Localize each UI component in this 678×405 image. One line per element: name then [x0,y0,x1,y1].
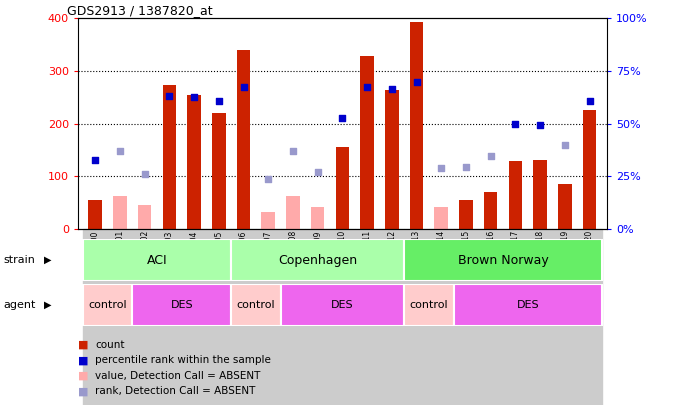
Bar [429,229,454,405]
Point [337,115,348,122]
Point [559,141,570,148]
Point [386,86,397,93]
Bar [132,284,231,326]
Text: ■: ■ [78,371,88,381]
Bar [207,229,231,405]
Bar [478,229,503,405]
Text: agent: agent [3,300,36,310]
Bar [83,229,108,405]
Bar [163,85,176,229]
Point [436,165,447,172]
Bar [262,212,275,229]
Text: DES: DES [170,300,193,310]
Bar [454,229,478,405]
Bar [336,147,349,229]
Text: GDS2913 / 1387820_at: GDS2913 / 1387820_at [67,4,213,17]
Bar [404,239,602,281]
Point [263,176,274,182]
Text: control: control [410,300,448,310]
Bar [231,239,404,281]
Bar [404,229,429,405]
Text: value, Detection Call = ABSENT: value, Detection Call = ABSENT [95,371,260,381]
Bar [484,192,498,229]
Bar [182,229,207,405]
Bar [558,184,572,229]
Text: ■: ■ [78,386,88,396]
Point [485,153,496,160]
Text: ACI: ACI [146,254,167,267]
Bar [360,56,374,229]
Bar [237,50,250,229]
Bar [410,22,423,229]
Bar [281,284,404,326]
Text: rank, Detection Call = ABSENT: rank, Detection Call = ABSENT [95,386,256,396]
Bar [231,284,281,326]
Point [164,93,175,99]
Bar [553,229,577,405]
Bar [404,284,454,326]
Bar [527,229,553,405]
Bar [83,284,132,326]
Text: strain: strain [3,255,35,265]
Bar [355,229,380,405]
Bar [187,95,201,229]
Text: ▶: ▶ [44,300,52,310]
Text: Copenhagen: Copenhagen [278,254,357,267]
Point [188,94,199,100]
Point [287,148,298,154]
Point [139,171,150,177]
Bar [508,162,522,229]
Bar [311,207,325,229]
Bar [577,229,602,405]
Text: DES: DES [517,300,539,310]
Text: ■: ■ [78,356,88,365]
Bar [380,229,404,405]
Bar [88,200,102,229]
Bar [256,229,281,405]
Bar [108,229,132,405]
Point [535,122,546,128]
Point [90,157,101,164]
Bar [138,205,151,229]
Bar [113,196,127,229]
Point [584,98,595,104]
Bar [385,90,399,229]
Bar [231,229,256,405]
Point [460,164,471,170]
Point [411,79,422,86]
Text: percentile rank within the sample: percentile rank within the sample [95,356,271,365]
Bar [459,200,473,229]
Point [510,120,521,127]
Text: DES: DES [331,300,354,310]
Text: Brown Norway: Brown Norway [458,254,549,267]
Text: control: control [88,300,127,310]
Point [214,98,224,104]
Bar [582,110,597,229]
Bar [212,113,226,229]
Bar [503,229,527,405]
Bar [454,284,602,326]
Bar [132,229,157,405]
Point [313,169,323,175]
Text: control: control [237,300,275,310]
Point [361,83,372,90]
Bar [305,229,330,405]
Bar [330,229,355,405]
Point [238,83,249,90]
Text: ▶: ▶ [44,255,52,265]
Bar [435,207,448,229]
Bar [157,229,182,405]
Text: ■: ■ [78,340,88,350]
Text: count: count [95,340,125,350]
Bar [281,229,305,405]
Point [115,148,125,154]
Bar [286,196,300,229]
Bar [534,160,547,229]
Bar [83,239,231,281]
